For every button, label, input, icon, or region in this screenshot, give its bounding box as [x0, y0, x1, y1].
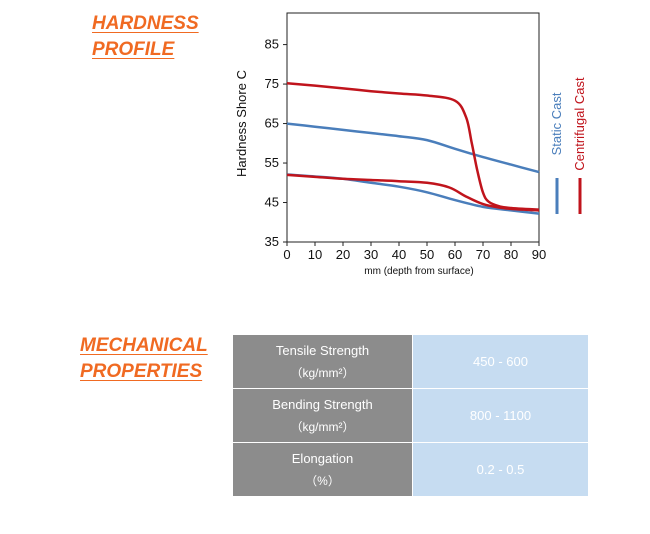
- x-tick-label: 30: [364, 247, 378, 262]
- centrifugal-cast-series-line: [286, 82, 540, 211]
- property-unit: （%）: [305, 473, 340, 488]
- heading-line-1: MECHANICAL: [80, 335, 208, 356]
- x-tick-label: 80: [504, 247, 518, 262]
- y-axis-label: Hardness Shore C: [234, 70, 249, 177]
- x-tick-label: 60: [448, 247, 462, 262]
- y-tick-label: 65: [265, 116, 279, 131]
- y-tick-label: 55: [265, 155, 279, 170]
- property-unit: （kg/mm²）: [290, 419, 355, 434]
- property-name-cell: Tensile Strength （kg/mm²）: [233, 335, 413, 388]
- x-axis-label: mm (depth from surface): [364, 266, 473, 277]
- property-name: Bending Strength: [272, 396, 373, 412]
- legend-label-static-cast: Static Cast: [549, 92, 564, 155]
- x-tick-label: 50: [420, 247, 434, 262]
- property-value: 0.2 - 0.5: [413, 442, 588, 496]
- table-row: Elongation （%） 0.2 - 0.5: [233, 442, 588, 496]
- x-tick-label: 0: [283, 247, 290, 262]
- centrifugal-cast-series-line: [286, 173, 540, 212]
- legend-label-centrifugal-cast: Centrifugal Cast: [572, 77, 587, 171]
- x-tick-label: 70: [476, 247, 490, 262]
- x-tick-label: 40: [392, 247, 406, 262]
- table-row: Tensile Strength （kg/mm²） 450 - 600: [233, 335, 588, 388]
- y-tick-label: 35: [265, 234, 279, 249]
- heading-line-2: PROPERTIES: [80, 361, 203, 382]
- property-value: 800 - 1100: [413, 388, 588, 442]
- static-cast-series-line: [286, 122, 540, 174]
- heading-line-1: HARDNESS: [92, 13, 199, 34]
- property-value: 450 - 600: [413, 335, 588, 388]
- y-tick-label: 75: [265, 76, 279, 91]
- plot-area: [286, 12, 540, 243]
- mechanical-properties-heading: MECHANICAL PROPERTIES: [80, 333, 208, 385]
- x-tick-label: 20: [336, 247, 350, 262]
- y-tick-label: 45: [265, 195, 279, 210]
- x-tick-label: 90: [532, 247, 546, 262]
- property-unit: （kg/mm²）: [290, 365, 355, 380]
- y-tick-label: 85: [265, 37, 279, 52]
- property-name-cell: Elongation （%）: [233, 442, 413, 496]
- property-name: Tensile Strength: [275, 342, 370, 358]
- hardness-chart: 35 45 55 65 75 85 0 10 20 30 40 50 60 70 80 90 mm (depth…: [234, 12, 587, 277]
- property-name: Elongation: [291, 450, 354, 466]
- property-name-cell: Bending Strength （kg/mm²）: [233, 388, 413, 442]
- x-tick-label: 10: [308, 247, 322, 262]
- hardness-profile-heading: HARDNESS PROFILE: [92, 11, 199, 63]
- mechanical-properties-table: Tensile Strength （kg/mm²） 450 - 600 Bend…: [233, 335, 588, 496]
- table-row: Bending Strength （kg/mm²） 800 - 1100: [233, 388, 588, 442]
- heading-line-2: PROFILE: [92, 39, 175, 60]
